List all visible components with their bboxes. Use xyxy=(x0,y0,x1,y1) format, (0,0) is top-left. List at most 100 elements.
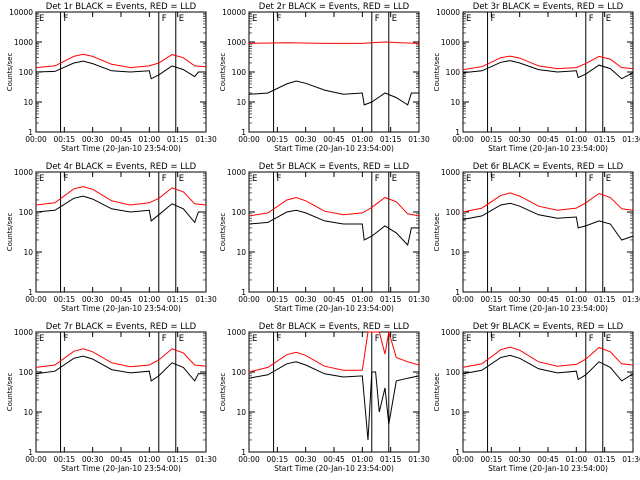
marker-label: F xyxy=(162,174,167,184)
x-tick-label: 00:45 xyxy=(323,455,345,464)
y-tick-label: 10 xyxy=(23,98,33,107)
series-line-lld xyxy=(35,186,207,206)
series-line-events xyxy=(248,209,419,247)
x-tick-label: 00:00 xyxy=(238,135,260,144)
x-tick-label: 01:15 xyxy=(594,295,616,304)
marker-label: E xyxy=(466,174,471,184)
marker-label: F xyxy=(277,334,282,344)
series-line-events xyxy=(35,355,206,382)
marker-label: F xyxy=(589,334,594,344)
x-axis-label: Start Time (20-Jan-10 23:54:00) xyxy=(274,464,394,473)
y-tick-label: 1 xyxy=(455,448,460,457)
y-tick-label: 1000 xyxy=(14,328,33,337)
detector-panel-4: Det 4r BLACK = Events, RED = LLD 1 10 100 10… xyxy=(6,162,217,313)
y-tick-label: 1 xyxy=(241,128,246,137)
x-tick-label: 01:30 xyxy=(622,455,640,464)
x-axis-label: Start Time (20-Jan-10 23:54:00) xyxy=(488,464,608,473)
x-tick-label: 01:15 xyxy=(167,295,189,304)
plot-frame xyxy=(462,331,634,453)
x-tick-label: 00:00 xyxy=(25,455,47,464)
x-tick-label: 00:00 xyxy=(452,295,474,304)
series-line-events xyxy=(248,80,419,106)
x-axis-label: Start Time (20-Jan-10 23:54:00) xyxy=(488,304,608,313)
x-tick-label: 00:00 xyxy=(238,295,260,304)
marker-label: E xyxy=(252,334,257,344)
marker-label: F xyxy=(589,174,594,184)
x-tick-label: 00:15 xyxy=(481,455,503,464)
plot-frame xyxy=(462,11,634,133)
y-tick-label: 10 xyxy=(450,248,460,257)
y-tick-label: 10000 xyxy=(9,8,33,17)
marker-label: F xyxy=(64,334,69,344)
plot-frame xyxy=(248,331,420,453)
series-line-lld xyxy=(462,55,634,71)
y-tick-label: 1 xyxy=(241,448,246,457)
y-tick-label: 1000 xyxy=(441,328,460,337)
x-axis-label: Start Time (20-Jan-10 23:54:00) xyxy=(488,144,608,153)
x-axis-label: Start Time (20-Jan-10 23:54:00) xyxy=(61,464,181,473)
marker-label: E xyxy=(39,14,44,24)
panel-title: Det 1r BLACK = Events, RED = LLD xyxy=(46,2,197,12)
marker-label: E xyxy=(466,14,471,24)
y-axis-label: Counts/sec xyxy=(219,373,227,412)
marker-label: E xyxy=(392,174,397,184)
series-line-events xyxy=(248,361,420,441)
x-tick-label: 01:30 xyxy=(408,135,430,144)
y-tick-label: 10 xyxy=(236,248,246,257)
x-tick-label: 01:00 xyxy=(139,135,161,144)
y-tick-label: 1 xyxy=(28,128,33,137)
series-line-lld xyxy=(35,348,207,368)
series-line-lld xyxy=(248,41,420,44)
y-axis-label: Counts/sec xyxy=(219,213,227,252)
x-axis-label: Start Time (20-Jan-10 23:54:00) xyxy=(61,304,181,313)
x-tick-label: 01:00 xyxy=(352,295,374,304)
x-tick-label: 00:15 xyxy=(54,295,76,304)
y-tick-label: 1000 xyxy=(441,38,460,47)
marker-label: F xyxy=(64,14,69,24)
marker-label: E xyxy=(39,174,44,184)
panel-title: Det 9r BLACK = Events, RED = LLD xyxy=(473,322,624,332)
marker-label: E xyxy=(466,334,471,344)
marker-label: E xyxy=(392,14,397,24)
x-tick-label: 01:15 xyxy=(167,135,189,144)
x-tick-label: 01:00 xyxy=(566,455,588,464)
y-axis-label: Counts/sec xyxy=(6,53,14,92)
x-tick-label: 00:30 xyxy=(509,135,531,144)
x-tick-label: 00:00 xyxy=(25,135,47,144)
marker-label: F xyxy=(491,14,496,24)
detector-panel-1: Det 1r BLACK = Events, RED = LLD 1 10 100 10… xyxy=(6,2,217,153)
panel-title: Det 7r BLACK = Events, RED = LLD xyxy=(46,322,197,332)
x-tick-label: 00:15 xyxy=(54,455,76,464)
x-tick-label: 00:45 xyxy=(110,455,132,464)
series-line-lld xyxy=(462,346,634,368)
marker-label: F xyxy=(589,14,594,24)
x-tick-label: 00:30 xyxy=(295,455,317,464)
y-axis-label: Counts/sec xyxy=(6,213,14,252)
marker-label: F xyxy=(375,14,380,24)
y-tick-label: 10 xyxy=(23,248,33,257)
marker-label: F xyxy=(64,174,69,184)
detector-panel-3: Det 3r BLACK = Events, RED = LLD 1 10 100 10… xyxy=(433,2,640,153)
x-tick-label: 01:00 xyxy=(566,135,588,144)
x-tick-label: 01:15 xyxy=(594,135,616,144)
x-tick-label: 00:45 xyxy=(537,135,559,144)
marker-label: E xyxy=(252,174,257,184)
x-tick-label: 00:45 xyxy=(537,455,559,464)
plot-frame xyxy=(35,171,207,293)
x-tick-label: 00:30 xyxy=(82,135,104,144)
panel-title: Det 8r BLACK = Events, RED = LLD xyxy=(259,322,410,332)
series-line-events xyxy=(462,202,634,241)
panel-title: Det 2r BLACK = Events, RED = LLD xyxy=(259,2,410,12)
series-line-lld xyxy=(248,196,420,217)
x-tick-label: 00:30 xyxy=(509,295,531,304)
x-axis-label: Start Time (20-Jan-10 23:54:00) xyxy=(274,144,394,153)
marker-label: E xyxy=(179,334,184,344)
marker-label: F xyxy=(162,14,167,24)
plot-frame xyxy=(35,331,207,453)
panel-title: Det 5r BLACK = Events, RED = LLD xyxy=(259,162,410,172)
x-tick-label: 00:00 xyxy=(238,455,260,464)
x-tick-label: 00:45 xyxy=(323,295,345,304)
detector-panel-7: Det 7r BLACK = Events, RED = LLD 1 10 100 10… xyxy=(6,322,217,473)
detector-panel-9: Det 9r BLACK = Events, RED = LLD 1 10 100 10… xyxy=(433,322,640,473)
series-line-events xyxy=(462,354,634,382)
